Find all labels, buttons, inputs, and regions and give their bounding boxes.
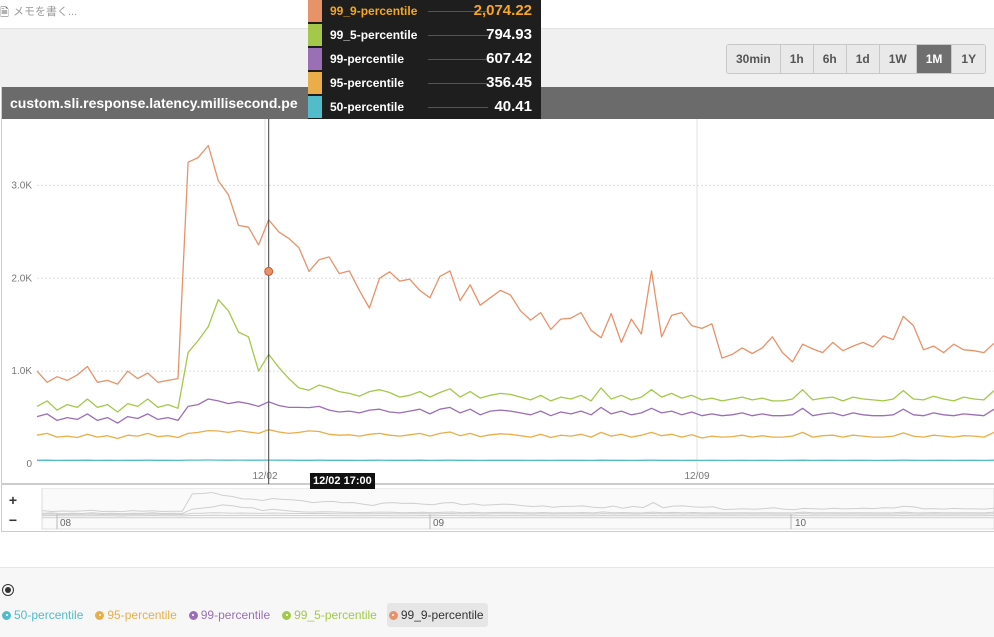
navigator-series xyxy=(42,515,994,516)
series-radio-icon xyxy=(189,611,198,620)
tooltip-series-name: 99_5-percentile xyxy=(330,28,417,42)
navigator-tick-label: 09 xyxy=(433,518,445,529)
radio-toggle-icon[interactable] xyxy=(2,584,14,596)
memo-input[interactable] xyxy=(13,3,293,21)
series-color-swatch xyxy=(308,24,322,46)
series-radio-icon xyxy=(282,611,291,620)
series-legend: 50-percentile 95-percentile 99-percentile 9… xyxy=(0,603,494,627)
tooltip-row: 50-percentile 40.41 xyxy=(308,96,541,120)
tooltip-series-value: 2,074.22 xyxy=(474,2,532,19)
range-button-1y[interactable]: 1Y xyxy=(952,45,985,73)
tooltip-series-name: 99_9-percentile xyxy=(330,4,417,18)
tooltip-series-value: 40.41 xyxy=(494,98,532,115)
legend-item[interactable]: 50-percentile xyxy=(0,603,87,627)
tooltip-row: 99-percentile 607.42 xyxy=(308,48,541,72)
series-color-swatch xyxy=(308,0,322,22)
range-button-6h[interactable]: 6h xyxy=(814,45,847,73)
range-button-1w[interactable]: 1W xyxy=(880,45,917,73)
time-navigator[interactable]: 08 09 10 xyxy=(0,488,994,530)
series-color-swatch xyxy=(308,96,322,118)
legend-label: 95-percentile xyxy=(107,608,176,622)
series-line-99_9-percentile xyxy=(37,146,994,385)
graph-panel: custom.sli.response.latency.millisecond.… xyxy=(1,87,994,532)
range-button-1m[interactable]: 1M xyxy=(917,45,953,73)
x-tick-label: 12/02 xyxy=(252,471,277,482)
crosshair-time-label: 12/02 17:00 xyxy=(310,473,375,489)
tooltip-row: 99_9-percentile 2,074.22 xyxy=(308,0,541,24)
zoom-out-button[interactable]: − xyxy=(6,513,20,527)
tooltip-series-value: 794.93 xyxy=(486,26,532,43)
tooltip-row: 99_5-percentile 794.93 xyxy=(308,24,541,48)
tooltip-series-value: 356.45 xyxy=(486,74,532,91)
series-line-95-percentile xyxy=(37,430,994,439)
tooltip-series-value: 607.42 xyxy=(486,50,532,67)
range-button-1h[interactable]: 1h xyxy=(781,45,814,73)
series-color-swatch xyxy=(308,48,322,70)
legend-item[interactable]: 95-percentile xyxy=(93,603,180,627)
series-line-99-percentile xyxy=(37,399,994,423)
range-button-1d[interactable]: 1d xyxy=(847,45,880,73)
tooltip-divider xyxy=(428,107,488,108)
series-radio-icon xyxy=(389,611,398,620)
series-color-swatch xyxy=(308,72,322,94)
range-button-30min[interactable]: 30min xyxy=(727,45,781,73)
legend-item[interactable]: 99_5-percentile xyxy=(280,603,381,627)
zoom-in-button[interactable]: + xyxy=(6,493,20,507)
y-tick-label: 0 xyxy=(26,459,32,470)
tooltip-series-name: 99-percentile xyxy=(330,52,404,66)
tooltip-divider xyxy=(428,35,488,36)
legend-item[interactable]: 99_9-percentile xyxy=(387,603,488,627)
y-tick-label: 3.0K xyxy=(11,180,32,191)
line-chart[interactable]: 0 1.0K 2.0K 3.0K 12/02 12/09 xyxy=(2,119,994,487)
legend-label: 99-percentile xyxy=(201,608,270,622)
highlight-point xyxy=(265,267,273,275)
legend-item[interactable]: 99-percentile xyxy=(187,603,274,627)
hover-tooltip: 99_9-percentile 2,074.22 99_5-percentile 79… xyxy=(308,0,541,119)
tooltip-row: 95-percentile 356.45 xyxy=(308,72,541,96)
y-tick-label: 2.0K xyxy=(11,273,32,284)
series-radio-icon xyxy=(95,611,104,620)
tooltip-divider xyxy=(428,83,488,84)
legend-label: 99_5-percentile xyxy=(294,608,377,622)
panel-title: custom.sli.response.latency.millisecond.… xyxy=(10,95,298,111)
legend-label: 99_9-percentile xyxy=(401,608,484,622)
tooltip-series-name: 95-percentile xyxy=(330,76,404,90)
document-icon: 🗎 xyxy=(0,4,9,23)
y-tick-label: 1.0K xyxy=(11,366,32,377)
legend-label: 50-percentile xyxy=(14,608,83,622)
series-radio-icon xyxy=(2,611,11,620)
tooltip-series-name: 50-percentile xyxy=(330,100,404,114)
tooltip-divider xyxy=(428,59,488,60)
navigator-tick-label: 10 xyxy=(795,518,807,529)
navigator-tick-label: 08 xyxy=(60,518,72,529)
x-tick-label: 12/09 xyxy=(684,471,709,482)
